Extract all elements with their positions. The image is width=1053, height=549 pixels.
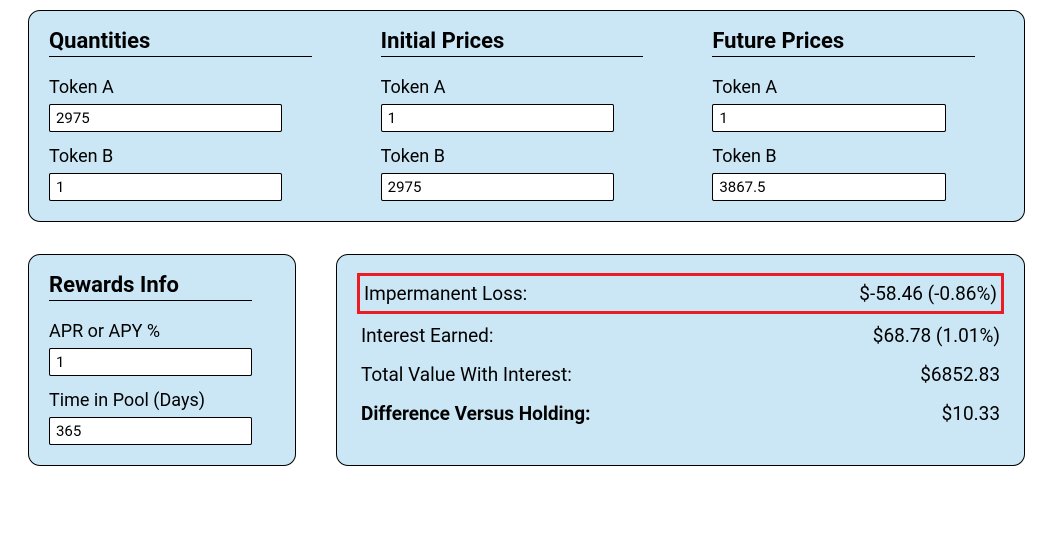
- rewards-panel: Rewards Info APR or APY % Time in Pool (…: [28, 254, 296, 466]
- future-prices-token-a-label: Token A: [712, 77, 1004, 98]
- total-value-row: Total Value With Interest: $6852.83: [357, 355, 1004, 394]
- results-panel: Impermanent Loss: $-58.46 (-0.86%) Inter…: [336, 254, 1025, 466]
- impermanent-loss-label: Impermanent Loss:: [364, 282, 527, 305]
- rewards-title: Rewards Info: [49, 273, 252, 301]
- future-prices-token-a-input[interactable]: [712, 104, 945, 132]
- quantities-token-a-label: Token A: [49, 77, 341, 98]
- impermanent-loss-row: Impermanent Loss: $-58.46 (-0.86%): [357, 273, 1004, 314]
- diff-holding-value: $10.33: [942, 402, 1000, 425]
- bottom-row: Rewards Info APR or APY % Time in Pool (…: [28, 254, 1025, 466]
- total-value-label: Total Value With Interest:: [361, 363, 572, 386]
- diff-holding-row: Difference Versus Holding: $10.33: [357, 394, 1004, 433]
- future-prices-token-b-label: Token B: [712, 146, 1004, 167]
- future-prices-title: Future Prices: [712, 29, 975, 57]
- future-prices-column: Future Prices Token A Token B: [712, 25, 1004, 201]
- total-value-value: $6852.83: [920, 363, 1000, 386]
- inputs-panel: Quantities Token A Token B Initial Price…: [28, 10, 1025, 222]
- initial-prices-token-a-input[interactable]: [381, 104, 614, 132]
- initial-prices-title: Initial Prices: [381, 29, 644, 57]
- initial-prices-token-b-label: Token B: [381, 146, 673, 167]
- apr-input[interactable]: [49, 348, 252, 376]
- quantities-token-b-label: Token B: [49, 146, 341, 167]
- interest-earned-label: Interest Earned:: [361, 324, 493, 347]
- time-in-pool-label: Time in Pool (Days): [49, 390, 275, 411]
- apr-label: APR or APY %: [49, 321, 275, 342]
- quantities-title: Quantities: [49, 29, 312, 57]
- quantities-token-b-input[interactable]: [49, 173, 282, 201]
- interest-earned-row: Interest Earned: $68.78 (1.01%): [357, 316, 1004, 355]
- interest-earned-value: $68.78 (1.01%): [873, 324, 1000, 347]
- impermanent-loss-value: $-58.46 (-0.86%): [859, 282, 997, 305]
- initial-prices-token-a-label: Token A: [381, 77, 673, 98]
- initial-prices-token-b-input[interactable]: [381, 173, 614, 201]
- future-prices-token-b-input[interactable]: [712, 173, 945, 201]
- quantities-column: Quantities Token A Token B: [49, 25, 341, 201]
- quantities-token-a-input[interactable]: [49, 104, 282, 132]
- time-in-pool-input[interactable]: [49, 417, 252, 445]
- diff-holding-label: Difference Versus Holding:: [361, 402, 590, 425]
- initial-prices-column: Initial Prices Token A Token B: [381, 25, 673, 201]
